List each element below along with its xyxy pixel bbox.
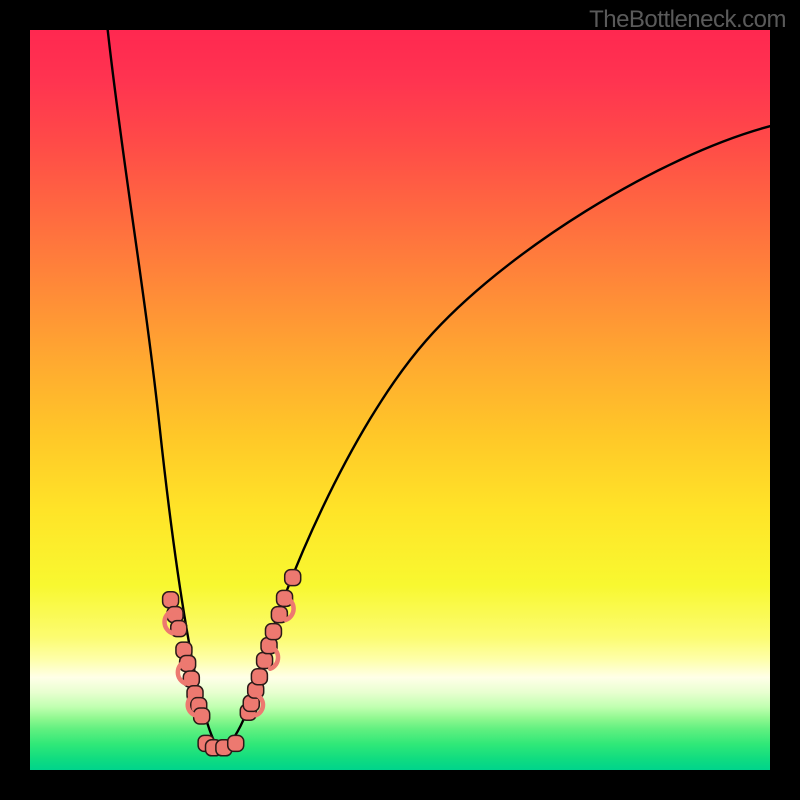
curve-marker: [251, 669, 267, 685]
bottleneck-chart-stage: TheBottleneck.com: [0, 0, 800, 800]
curve-marker: [285, 570, 301, 586]
curve-marker: [265, 624, 281, 640]
watermark-text: TheBottleneck.com: [589, 6, 786, 34]
plot-area-rect: [30, 30, 770, 770]
curve-marker: [257, 652, 273, 668]
chart-svg: [0, 0, 800, 800]
curve-marker: [228, 735, 244, 751]
curve-marker: [163, 592, 179, 608]
